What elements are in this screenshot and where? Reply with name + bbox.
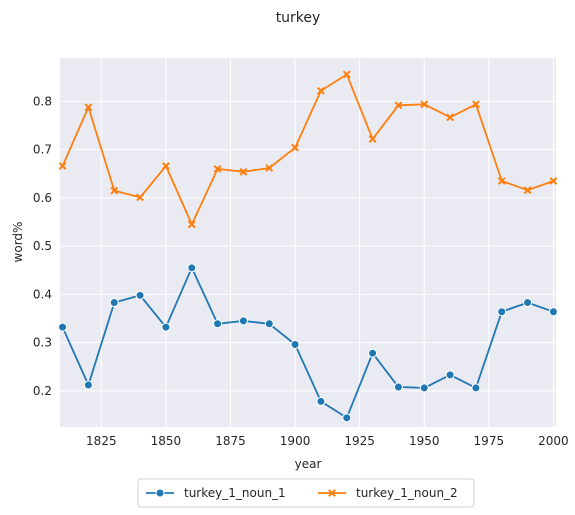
tick-labels: 1825 1850 1875 1900 1925 1950 1975 2000 0.2 0.3 0.… — [33, 94, 569, 448]
data-point — [342, 70, 351, 79]
data-point — [471, 383, 481, 393]
data-point — [419, 383, 429, 393]
x-tick-label: 1925 — [344, 434, 375, 448]
legend-marker — [155, 488, 165, 498]
data-point — [549, 177, 558, 185]
y-tick-label: 0.4 — [33, 287, 52, 301]
y-tick-label: 0.3 — [33, 336, 52, 350]
series-layer — [58, 70, 558, 423]
y-tick-label: 0.5 — [33, 239, 52, 253]
legend: turkey_1_noun_1 turkey_1_noun_2 — [137, 478, 475, 508]
data-point — [187, 220, 196, 229]
x-tick-label: 1975 — [474, 434, 505, 448]
data-point — [317, 86, 325, 95]
series-turkey_1_noun_1 — [58, 263, 558, 423]
x-axis-label: year — [295, 457, 322, 471]
data-point — [162, 162, 170, 170]
data-point — [523, 186, 532, 195]
data-point — [290, 340, 300, 350]
data-point — [316, 396, 326, 406]
data-point — [161, 322, 171, 332]
data-point — [84, 103, 93, 112]
data-point — [393, 382, 403, 392]
data-point — [109, 298, 119, 308]
series-line — [61, 266, 554, 419]
data-point — [497, 177, 506, 185]
data-point — [213, 165, 222, 173]
data-point — [265, 164, 274, 172]
data-point — [238, 316, 248, 326]
y-tick-label: 0.8 — [33, 94, 52, 108]
x-tick-label: 1875 — [215, 434, 246, 448]
data-point — [368, 135, 377, 143]
x-tick-label: 1825 — [86, 434, 117, 448]
data-point — [368, 348, 378, 358]
data-point — [394, 101, 403, 110]
data-point — [213, 319, 223, 329]
x-tick-label: 1850 — [151, 434, 182, 448]
data-point — [187, 263, 197, 273]
data-point — [239, 167, 248, 176]
data-point — [342, 413, 352, 423]
data-point — [58, 322, 68, 332]
data-point — [110, 186, 119, 195]
legend-item: turkey_1_noun_2 — [318, 486, 458, 500]
y-tick-label: 0.7 — [33, 143, 52, 157]
data-point — [136, 193, 144, 202]
legend-item: turkey_1_noun_1 — [146, 486, 286, 500]
data-point — [497, 307, 507, 317]
legend-box — [137, 478, 475, 508]
data-point — [472, 100, 480, 109]
data-point — [523, 298, 533, 308]
y-tick-label: 0.2 — [33, 384, 52, 398]
data-point — [83, 380, 93, 390]
data-point — [548, 307, 558, 317]
legend-marker — [328, 489, 336, 497]
series-line — [61, 73, 554, 226]
data-point — [135, 290, 145, 300]
series-turkey_1_noun_2 — [58, 70, 558, 229]
data-point — [291, 143, 299, 152]
data-point — [446, 113, 454, 122]
y-tick-label: 0.6 — [33, 191, 52, 205]
x-tick-label: 1950 — [409, 434, 440, 448]
legend-label: turkey_1_noun_1 — [184, 486, 286, 500]
grid-lines — [60, 58, 556, 427]
data-point — [264, 319, 274, 329]
x-tick-label: 2000 — [538, 434, 569, 448]
data-point — [445, 370, 455, 380]
data-point — [420, 100, 429, 109]
x-tick-label: 1900 — [280, 434, 311, 448]
legend-label: turkey_1_noun_2 — [356, 486, 458, 500]
y-axis-label: word% — [11, 222, 25, 263]
chart-title: turkey — [276, 10, 321, 26]
data-point — [58, 162, 67, 170]
